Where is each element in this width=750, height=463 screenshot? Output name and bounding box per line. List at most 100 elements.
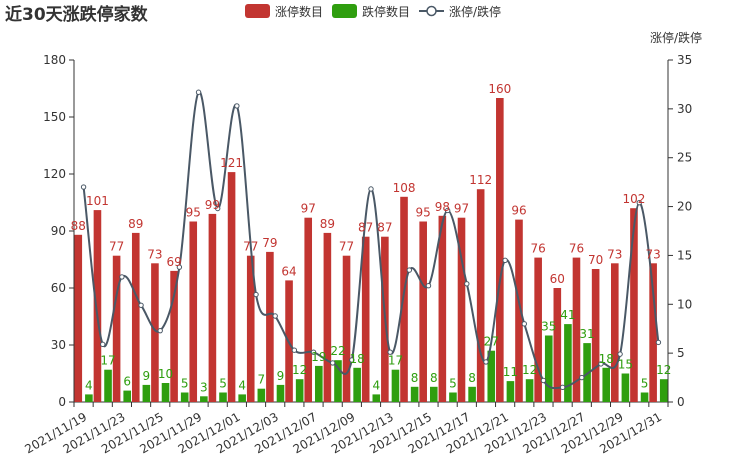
- limit-up-value-label: 70: [588, 253, 603, 267]
- right-axis-tick-label: 15: [677, 248, 692, 262]
- limit-up-value-label: 89: [128, 217, 143, 231]
- limit-up-bar: [515, 219, 523, 402]
- limit-down-bar: [180, 392, 189, 402]
- limit-down-bar: [525, 379, 534, 402]
- legend-swatch-limit-down: [332, 4, 357, 18]
- limit-up-value-label: 69: [166, 255, 181, 269]
- limit-down-bar: [659, 379, 668, 402]
- limit-down-bar: [276, 384, 285, 402]
- limit-down-value-label: 5: [181, 377, 189, 391]
- ratio-point: [579, 374, 585, 381]
- limit-up-bar: [649, 263, 657, 402]
- limit-down-bar: [257, 388, 266, 402]
- limit-down-value-label: 12: [522, 363, 537, 377]
- limit-down-value-label: 10: [158, 367, 173, 381]
- limit-up-value-label: 73: [147, 247, 162, 261]
- ratio-point: [349, 357, 355, 363]
- limit-up-bar: [151, 263, 159, 402]
- ratio-point: [464, 281, 470, 287]
- limit-down-bar: [353, 367, 361, 402]
- limit-up-value-label: 108: [393, 181, 416, 195]
- limit-up-bar: [266, 251, 274, 402]
- ratio-point: [368, 186, 374, 192]
- left-axis-tick-label: 30: [51, 338, 66, 352]
- legend-swatch-limit-up: [245, 4, 270, 18]
- right-axis-tick-label: 10: [677, 297, 692, 311]
- limit-down-bar: [602, 367, 611, 402]
- limit-up-bar: [93, 210, 102, 402]
- limit-down-value-label: 5: [641, 377, 649, 391]
- limit-up-bar: [131, 232, 140, 402]
- limit-down-value-label: 5: [449, 377, 457, 391]
- left-axis-tick-label: 90: [51, 224, 66, 238]
- limit-down-bar: [640, 392, 649, 402]
- limit-up-value-label: 88: [71, 219, 86, 233]
- limit-up-value-label: 77: [243, 240, 258, 254]
- limit-up-value-label: 96: [511, 204, 526, 218]
- limit-down-value-label: 22: [330, 344, 345, 358]
- ratio-point: [598, 361, 604, 367]
- ratio-point: [540, 377, 547, 384]
- ratio-point: [119, 274, 125, 280]
- limit-down-bar: [449, 392, 457, 402]
- limit-up-bar: [246, 255, 255, 402]
- limit-up-value-label: 79: [262, 236, 277, 250]
- limit-up-bar: [112, 255, 121, 402]
- left-axis-tick-label: 60: [51, 281, 66, 295]
- limit-down-bar: [391, 369, 400, 402]
- limit-up-value-label: 87: [358, 221, 373, 235]
- right-axis-name: 涨停/跌停: [650, 30, 702, 45]
- limit-down-value-label: 17: [100, 354, 115, 368]
- left-axis-tick-label: 150: [43, 110, 66, 124]
- limit-up-bar: [170, 270, 178, 402]
- limit-down-value-label: 17: [388, 354, 403, 368]
- limit-down-value-label: 19: [311, 350, 326, 364]
- ratio-point: [502, 257, 508, 264]
- limit-down-bar: [161, 383, 170, 402]
- limit-down-value-label: 3: [200, 380, 208, 394]
- limit-up-value-label: 87: [377, 221, 392, 235]
- limit-down-bar: [429, 386, 438, 402]
- limit-down-value-label: 31: [579, 327, 594, 341]
- legend-marker-ratio: [426, 5, 437, 17]
- limit-down-value-label: 5: [219, 377, 227, 391]
- legend-label-limit-up: 涨停数目: [275, 4, 323, 19]
- legend-item-limit-up[interactable]: 涨停数目: [245, 4, 323, 19]
- legend-item-limit-down[interactable]: 跌停数目: [332, 4, 410, 19]
- ratio-point: [329, 360, 336, 366]
- limit-down-bar: [238, 394, 246, 402]
- ratio-point: [253, 291, 259, 298]
- ratio-point: [100, 341, 106, 348]
- ratio-point: [444, 207, 451, 214]
- limit-up-bar: [304, 217, 313, 402]
- ratio-point: [655, 339, 662, 346]
- ratio-point: [387, 349, 393, 355]
- limit-up-bar: [553, 288, 562, 402]
- ratio-point: [138, 302, 144, 308]
- limit-up-bar: [361, 236, 370, 402]
- limit-up-bar: [534, 257, 542, 402]
- ratio-point: [406, 267, 413, 273]
- limit-down-value-label: 8: [468, 371, 476, 385]
- limit-down-bar: [410, 386, 419, 402]
- ratio-point: [195, 89, 202, 95]
- limit-up-bar: [630, 208, 638, 402]
- limit-down-value-label: 9: [277, 369, 285, 383]
- limit-up-value-label: 76: [569, 242, 584, 256]
- limit-up-value-label: 73: [607, 247, 622, 261]
- ratio-point: [559, 384, 566, 391]
- limit-down-bar: [564, 324, 572, 402]
- ratio-point: [234, 103, 240, 109]
- limit-down-value-label: 41: [560, 308, 575, 322]
- limit-up-bar: [208, 213, 217, 402]
- limit-down-bars: [85, 324, 668, 402]
- limit-up-value-label: 112: [469, 173, 492, 187]
- limit-up-value-label: 98: [435, 200, 450, 214]
- legend-item-ratio[interactable]: 涨停/跌停: [419, 4, 501, 19]
- limit-down-value-label: 15: [618, 358, 633, 372]
- limit-down-bar: [506, 381, 515, 402]
- limit-up-value-label: 95: [416, 206, 431, 220]
- limit-down-value-label: 12: [292, 363, 307, 377]
- limit-down-bar: [219, 392, 227, 402]
